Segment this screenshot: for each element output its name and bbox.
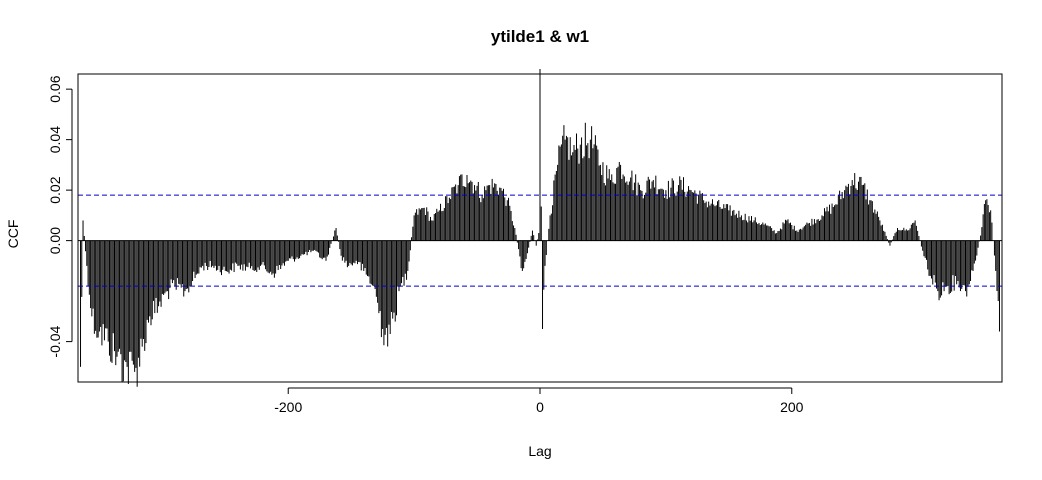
x-tick-label: 0 (536, 399, 544, 415)
y-tick-label: 0.02 (47, 176, 63, 203)
y-tick-label: 0.00 (47, 227, 63, 254)
x-axis: -200 0 200 (274, 387, 804, 415)
x-tick-label: -200 (274, 399, 302, 415)
chart-title: ytilde1 & w1 (491, 27, 589, 46)
y-tick-label: 0.04 (47, 126, 63, 153)
x-tick-label: 200 (780, 399, 804, 415)
y-axis: -0.04 0.00 0.02 0.04 0.06 (47, 75, 73, 358)
x-axis-label: Lag (528, 443, 551, 459)
y-tick-label: 0.06 (47, 75, 63, 102)
y-axis-label: CCF (5, 220, 21, 249)
plot-area (77, 73, 1003, 383)
bars-group (80, 68, 1000, 387)
y-tick-label: -0.04 (47, 325, 63, 357)
